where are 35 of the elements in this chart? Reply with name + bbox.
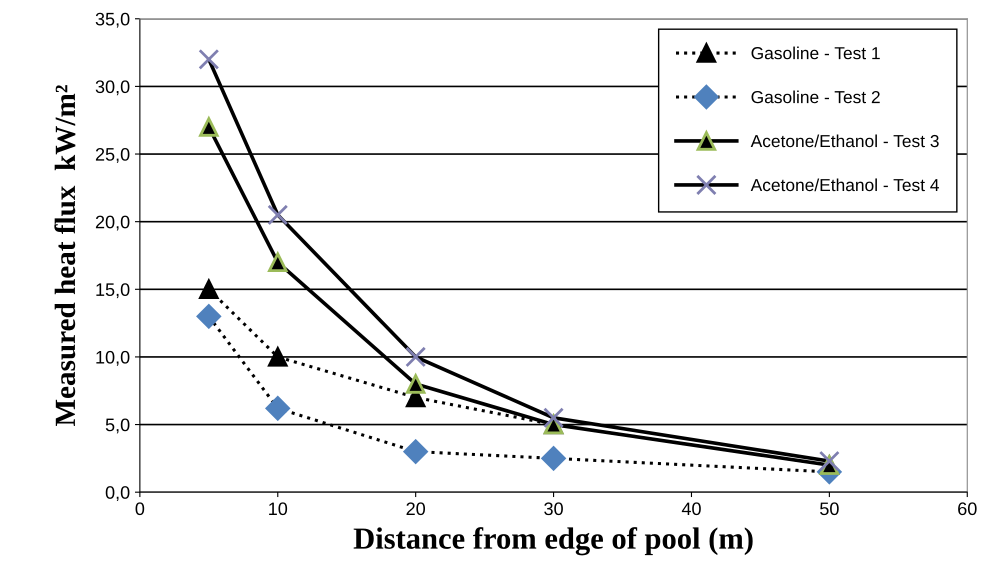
x-tick-label: 30 bbox=[544, 502, 563, 516]
legend-label: Gasoline - Test 1 bbox=[752, 46, 880, 60]
x-tick-label: 60 bbox=[958, 502, 977, 516]
point bbox=[268, 252, 288, 272]
x-axis-title: Distance from edge of pool (m) bbox=[354, 527, 753, 556]
y-tick-label: 30,0 bbox=[96, 80, 130, 96]
point bbox=[403, 439, 428, 464]
y-tick-label: 20,0 bbox=[96, 216, 130, 231]
y-tick-label: 25,0 bbox=[96, 148, 130, 163]
x-tick-label: 0 bbox=[136, 502, 144, 516]
point bbox=[196, 304, 222, 329]
legend-label: Acetone/Ethanol - Test 3 bbox=[750, 134, 939, 148]
x-tick-label: 40 bbox=[682, 502, 701, 516]
x-tick-label: 20 bbox=[406, 502, 426, 516]
y-tick-label: 10,0 bbox=[96, 350, 130, 366]
point bbox=[267, 204, 288, 226]
point bbox=[199, 117, 219, 137]
y-tick-label: 5,0 bbox=[106, 418, 130, 434]
point bbox=[405, 346, 426, 368]
y-tick-label: 35,0 bbox=[96, 12, 130, 28]
x-tick-label: 50 bbox=[820, 502, 839, 516]
point bbox=[198, 48, 220, 70]
point bbox=[199, 280, 219, 300]
x-tick-label: 10 bbox=[269, 502, 288, 516]
point bbox=[818, 450, 840, 472]
point bbox=[406, 374, 426, 394]
point bbox=[541, 446, 566, 471]
y-axis-title: Measured heat flux kW/m² bbox=[54, 85, 76, 426]
legend-label: Acetone/Ethanol - Test 4 bbox=[750, 178, 939, 192]
point bbox=[268, 347, 288, 367]
point bbox=[265, 396, 290, 421]
y-tick-label: 0,0 bbox=[106, 486, 130, 502]
legend-label: Gasoline - Test 2 bbox=[752, 90, 880, 104]
point bbox=[543, 407, 564, 428]
y-tick-label: 15,0 bbox=[96, 283, 130, 298]
